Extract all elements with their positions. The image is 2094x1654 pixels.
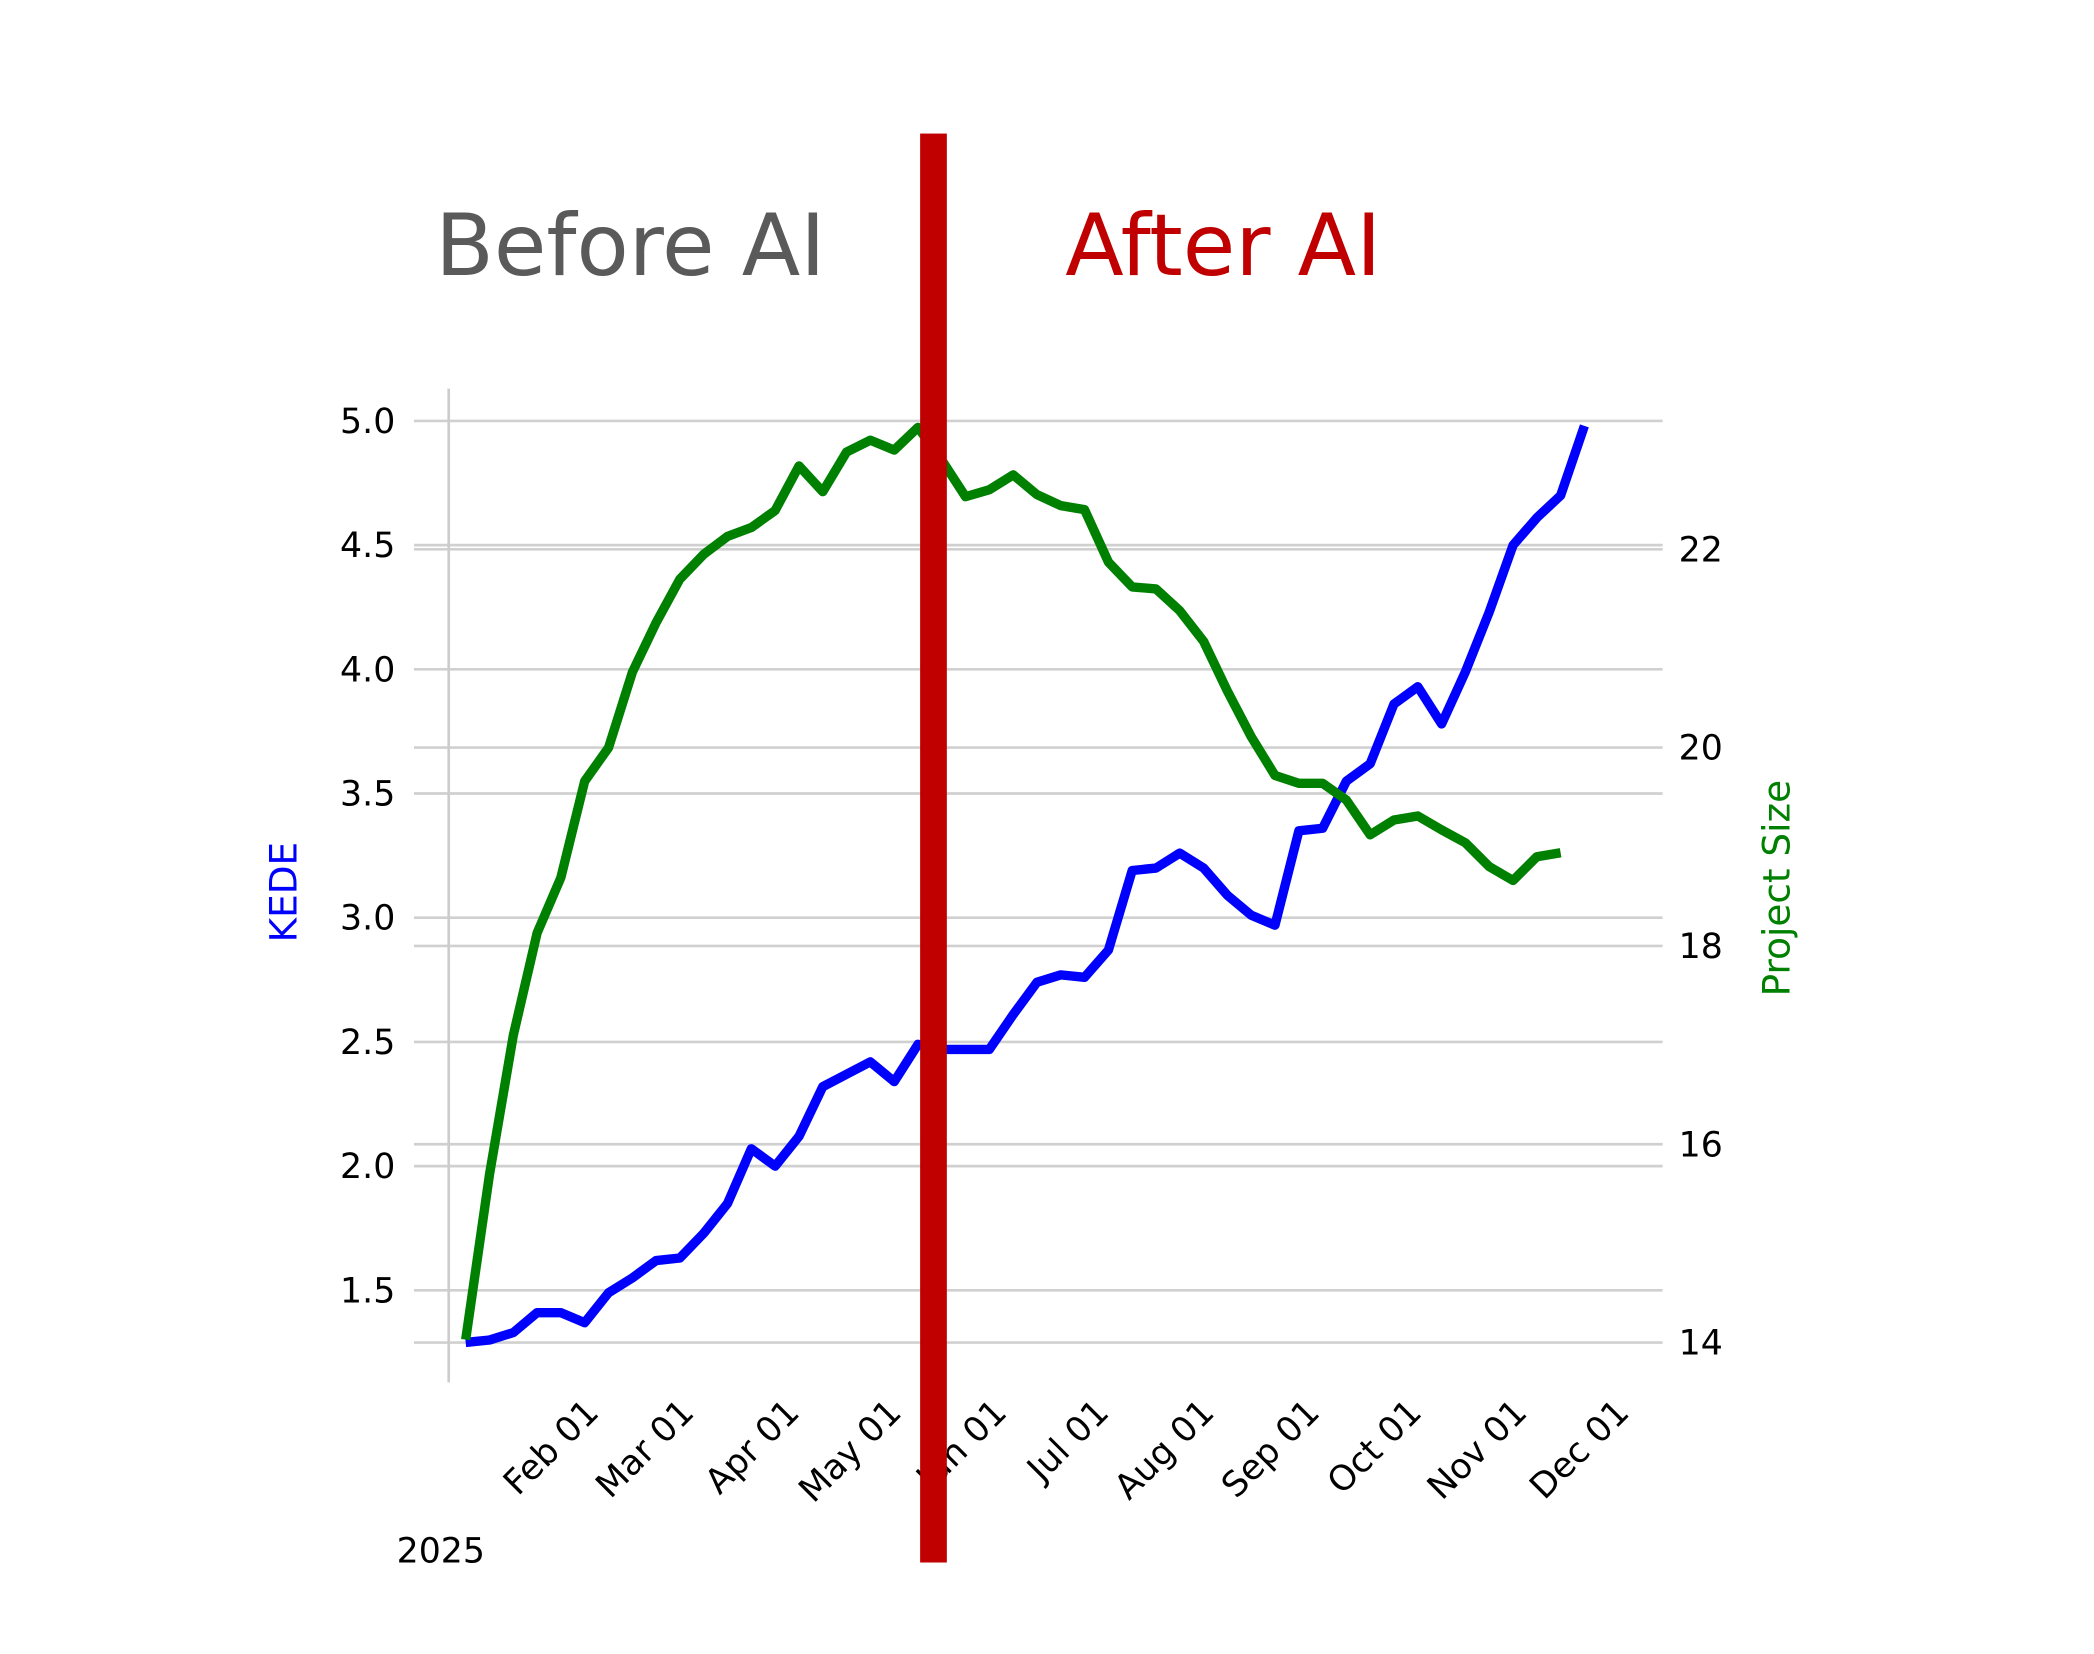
- x-tick-label: Jul 01: [1019, 1392, 1117, 1490]
- y-tick-label: 3.0: [340, 899, 395, 939]
- y-tick-label: 1.5: [340, 1271, 395, 1311]
- series-line: [465, 424, 1589, 1348]
- y-tick-label: 2.5: [340, 1023, 395, 1063]
- y2-tick-label: 20: [1679, 729, 1723, 769]
- y2-tick-label: 18: [1679, 927, 1723, 967]
- y-axis-label: KEDE: [261, 842, 305, 943]
- divider-bar: [920, 133, 947, 1563]
- y2-axis-label: Project Size: [1755, 780, 1799, 996]
- y2-tick-label: 16: [1679, 1125, 1723, 1165]
- x-tick-label: Sep 01: [1214, 1392, 1328, 1506]
- x-offset-label: 2025: [397, 1532, 485, 1572]
- y-tick-label: 3.5: [340, 775, 395, 815]
- x-tick-label: Feb 01: [496, 1392, 607, 1503]
- x-tick-label: Apr 01: [698, 1392, 808, 1502]
- annotation-before: Before AI: [435, 197, 825, 296]
- annotation-after: After AI: [1065, 197, 1381, 296]
- x-tick-label: Nov 01: [1420, 1392, 1535, 1507]
- lines: [461, 422, 1589, 1348]
- x-tick-label: Mar 01: [588, 1392, 702, 1506]
- y-tick-label: 5.0: [340, 402, 395, 442]
- grid: [413, 419, 1663, 1344]
- y-tick-label: 4.5: [340, 526, 395, 566]
- labels: 1.5 2.0 2.5 3.0 3.5 4.0 4.5 5.0 14 16 18 20 22 Feb 01…: [340, 402, 1723, 1510]
- y-tick-label: 4.0: [340, 650, 395, 690]
- y2-tick-label: 14: [1679, 1324, 1723, 1364]
- series-line: [461, 422, 1562, 1341]
- x-tick-label: Oct 01: [1320, 1392, 1430, 1502]
- y-tick-label: 2.0: [340, 1147, 395, 1187]
- x-tick-label: Aug 01: [1107, 1392, 1222, 1507]
- x-tick-label: Dec 01: [1522, 1392, 1637, 1507]
- y2-tick-label: 22: [1679, 530, 1723, 570]
- x-tick-label: May 01: [791, 1392, 909, 1510]
